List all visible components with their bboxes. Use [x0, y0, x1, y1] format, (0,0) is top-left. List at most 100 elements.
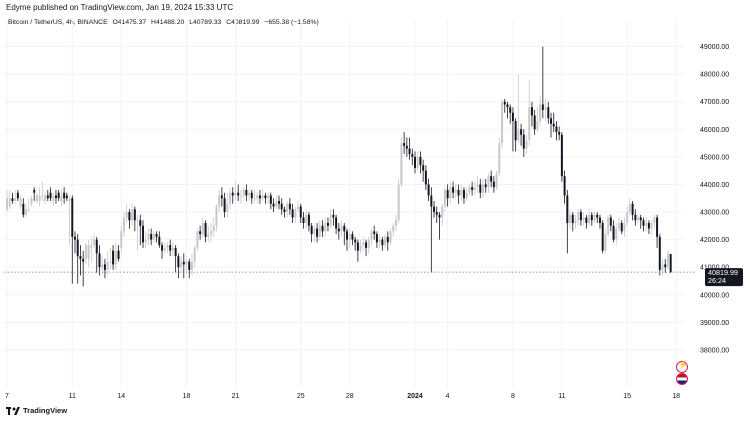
candle-body: [171, 247, 174, 251]
candle-body: [612, 225, 615, 240]
candle-body: [218, 195, 221, 207]
candle-body: [163, 247, 166, 251]
candle-body: [234, 192, 237, 196]
price-tick-label: 48000.00: [700, 72, 729, 79]
candle-body: [332, 214, 335, 218]
candle-body: [117, 250, 120, 259]
candle-body: [335, 217, 338, 229]
chart-grid: [4, 20, 684, 388]
candle-body: [44, 195, 47, 201]
candle-body: [269, 195, 272, 204]
candle-body: [441, 206, 444, 218]
candle-body: [536, 121, 539, 130]
candle-body: [604, 234, 607, 251]
candle-body: [46, 195, 49, 199]
candle-body: [354, 239, 357, 243]
candle-body: [321, 225, 324, 232]
candle-body: [210, 231, 212, 235]
candle-body: [449, 187, 452, 199]
candle-body: [302, 217, 305, 224]
candle-body: [389, 231, 392, 243]
candle-body: [294, 209, 297, 218]
price-tick-label: 39000.00: [700, 320, 729, 327]
time-tick-label: 8: [511, 393, 515, 400]
time-tick-label: 11: [558, 393, 565, 400]
lightning-event-icon[interactable]: [676, 360, 688, 373]
tradingview-logo-icon: [6, 406, 20, 415]
candle-body: [650, 223, 653, 229]
candle-body: [598, 217, 601, 224]
candle-body: [128, 212, 131, 221]
candle-body: [166, 245, 169, 248]
ohlc-close: C40819.99: [226, 19, 260, 26]
candle-body: [93, 239, 96, 246]
candle-body: [180, 261, 183, 268]
us-flag-event-icon[interactable]: [676, 373, 688, 385]
candle-body: [318, 225, 321, 237]
candle-body: [373, 231, 376, 235]
candle-body: [443, 189, 446, 207]
candle-body: [25, 209, 28, 215]
tradingview-brand[interactable]: TradingView: [6, 406, 67, 415]
price-tick-label: 43000.00: [700, 210, 729, 217]
candle-body: [579, 212, 582, 221]
time-tick-label: 18: [183, 393, 191, 400]
candle-body: [414, 156, 416, 168]
candle-body: [525, 140, 528, 149]
candle-body: [506, 104, 509, 108]
candle-body: [101, 264, 104, 268]
candle-body: [528, 107, 531, 141]
candle-body: [563, 176, 566, 196]
time-tick-label: 25: [297, 393, 305, 400]
candle-body: [220, 195, 223, 199]
candle-body: [150, 234, 153, 240]
candle-body: [631, 203, 634, 215]
candle-body: [552, 123, 555, 127]
candle-body: [242, 189, 245, 196]
price-tick-label: 45000.00: [700, 154, 729, 161]
candles: [6, 46, 672, 287]
candle-body: [577, 212, 580, 221]
candle-body: [585, 217, 588, 224]
candle-body: [487, 176, 490, 188]
candle-body: [547, 107, 550, 119]
candle-body: [169, 245, 172, 251]
candle-body: [120, 231, 123, 248]
candle-body: [258, 195, 261, 199]
candle-body: [103, 264, 106, 270]
candle-body: [272, 203, 275, 207]
candle-body: [501, 101, 504, 144]
candle-body: [375, 234, 378, 243]
candle-body: [642, 220, 645, 226]
candle-body: [226, 203, 229, 213]
candle-body: [522, 134, 525, 149]
candle-body: [267, 195, 270, 199]
candle-body: [435, 212, 438, 215]
candle-body: [666, 253, 669, 268]
symbol-legend: Bitcoin / TetherUS, 4h, BINANCE O41475.3…: [8, 19, 322, 26]
candle-body: [106, 261, 109, 270]
price-tick-label: 38000.00: [700, 347, 729, 354]
candle-body: [196, 231, 199, 248]
candle-body: [397, 184, 400, 221]
candle-body: [645, 223, 648, 226]
candle-body: [593, 214, 596, 221]
candle-body: [286, 203, 289, 213]
candle-body: [299, 206, 302, 218]
candle-body: [438, 214, 441, 218]
published-caption: Edyme published on TradingView.com, Jan …: [6, 3, 234, 12]
candle-body: [509, 107, 512, 113]
candle-body: [147, 234, 150, 240]
candle-body: [288, 203, 291, 210]
candle-body: [329, 214, 332, 226]
candle-body: [427, 184, 430, 196]
candle-body: [541, 104, 544, 110]
candle-body: [98, 253, 101, 268]
candle-body: [479, 184, 482, 193]
candle-body: [411, 154, 414, 157]
brand-name: TradingView: [23, 406, 68, 415]
candle-body: [275, 200, 278, 207]
candle-body: [560, 134, 563, 177]
candle-body: [60, 195, 63, 201]
